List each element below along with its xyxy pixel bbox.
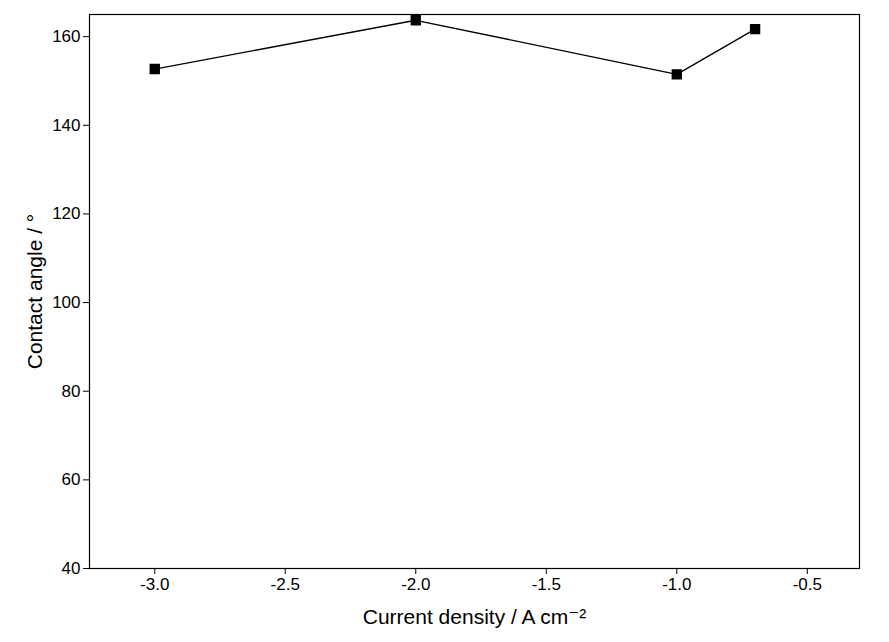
svg-text:Contact angle / °: Contact angle / °: [23, 214, 46, 370]
svg-text:-2.0: -2.0: [401, 575, 430, 594]
svg-text:120: 120: [52, 204, 80, 223]
svg-text:Current density / A cm⁻²: Current density / A cm⁻²: [363, 605, 587, 628]
svg-text:-0.5: -0.5: [793, 575, 822, 594]
svg-text:160: 160: [52, 27, 80, 46]
svg-text:-3.0: -3.0: [140, 575, 169, 594]
svg-text:-2.5: -2.5: [271, 575, 300, 594]
svg-text:-1.5: -1.5: [532, 575, 561, 594]
svg-text:80: 80: [62, 382, 81, 401]
svg-text:40: 40: [62, 559, 81, 578]
svg-text:-1.0: -1.0: [662, 575, 691, 594]
svg-text:60: 60: [62, 470, 81, 489]
svg-text:140: 140: [52, 116, 80, 135]
svg-text:100: 100: [52, 293, 80, 312]
